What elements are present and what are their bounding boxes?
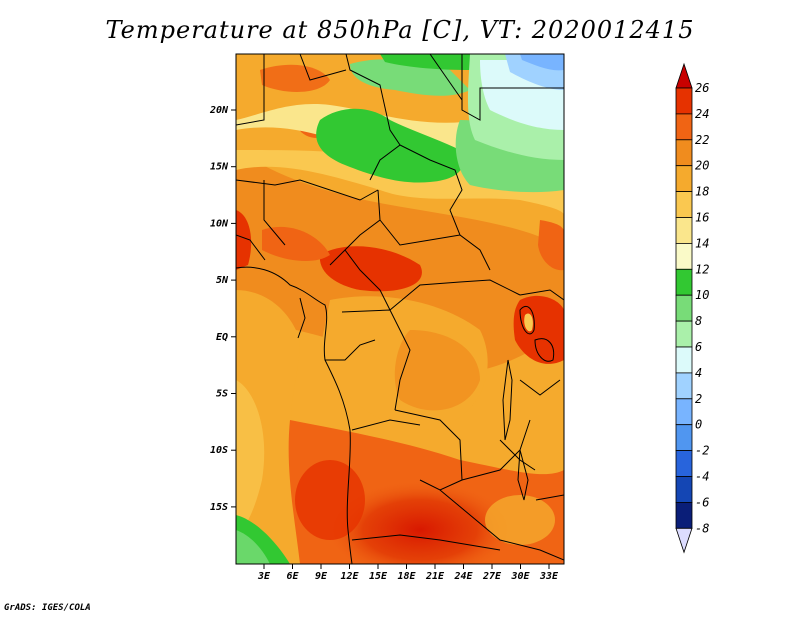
colorbar-label: 16 [695, 211, 709, 225]
colorbar-top-arrow [675, 62, 693, 89]
colorbar-label: 4 [695, 366, 702, 380]
lon-label: 6E [286, 571, 299, 582]
colorbar-box [675, 87, 693, 115]
lon-label: 12E [340, 571, 359, 582]
colorbar-box [675, 424, 693, 452]
grads-credit: GrADS: IGES/COLA [4, 603, 91, 613]
colorbar-label: -6 [695, 495, 709, 509]
lon-label: 30E [510, 571, 530, 582]
colorbar-label: 24 [695, 107, 709, 121]
borders [236, 54, 564, 564]
colorbar-box [675, 398, 693, 426]
lon-label: 24E [453, 571, 473, 582]
colorbar-box [675, 139, 693, 167]
colorbar-label: 22 [695, 133, 709, 147]
colorbar-box [675, 450, 693, 477]
colorbar-box [675, 294, 693, 322]
colorbar-box [675, 268, 693, 296]
lat-label: 5N [216, 275, 229, 286]
lon-label: 33E [539, 571, 559, 582]
colorbar-box [675, 165, 693, 192]
colorbar-label: 8 [695, 314, 702, 328]
colorbar-box [675, 372, 693, 400]
colorbar-label: 26 [695, 81, 709, 95]
lon-label: 18E [397, 571, 416, 582]
lat-label: 15N [210, 162, 229, 173]
colorbar-label: 2 [695, 392, 702, 406]
colorbar-label: 20 [695, 159, 709, 173]
lat-label: 10N [210, 218, 229, 229]
colorbar-box [675, 501, 693, 529]
colorbar-label: 10 [695, 288, 709, 302]
lon-label: 21E [425, 571, 445, 582]
colorbar-box [675, 191, 693, 218]
colorbar-box [675, 242, 693, 270]
lon-label: 3E [257, 571, 271, 582]
colorbar-bottom-arrow [675, 527, 693, 554]
latitude-axis: 20N 15N 10N 5N EQ 5S 10S 15S [209, 105, 236, 513]
colorbar-label: -8 [695, 521, 709, 535]
colorbar-label: 6 [695, 340, 702, 354]
colorbar-label: 12 [695, 262, 709, 276]
colorbar-label: 0 [695, 418, 702, 432]
map-frame [235, 53, 565, 565]
colorbar-box [675, 113, 693, 141]
colorbar-box [675, 320, 693, 348]
lat-label: 20N [209, 105, 229, 116]
lat-label: 15S [210, 502, 228, 513]
colorbar-box [675, 217, 693, 244]
colorbar-box [675, 476, 693, 503]
colorbar-label: -2 [695, 444, 709, 458]
temperature-field [236, 54, 564, 564]
lon-label: 9E [315, 571, 328, 582]
colorbar-label: 18 [695, 185, 709, 199]
colorbar-label: 14 [695, 236, 709, 250]
lon-label: 27E [482, 571, 502, 582]
longitude-axis: 3E 6E 9E 12E 15E 18E 21E 24E 27E 30E 33E [257, 564, 559, 582]
map-title: Temperature at 850hPa [C], VT: 202001241… [105, 16, 695, 44]
lat-label: 5S [216, 389, 228, 400]
lat-label: EQ [216, 332, 228, 343]
colorbar-box [675, 346, 693, 374]
lat-label: 10S [210, 445, 228, 456]
colorbar-label: -4 [695, 470, 709, 484]
lon-label: 15E [369, 571, 388, 582]
